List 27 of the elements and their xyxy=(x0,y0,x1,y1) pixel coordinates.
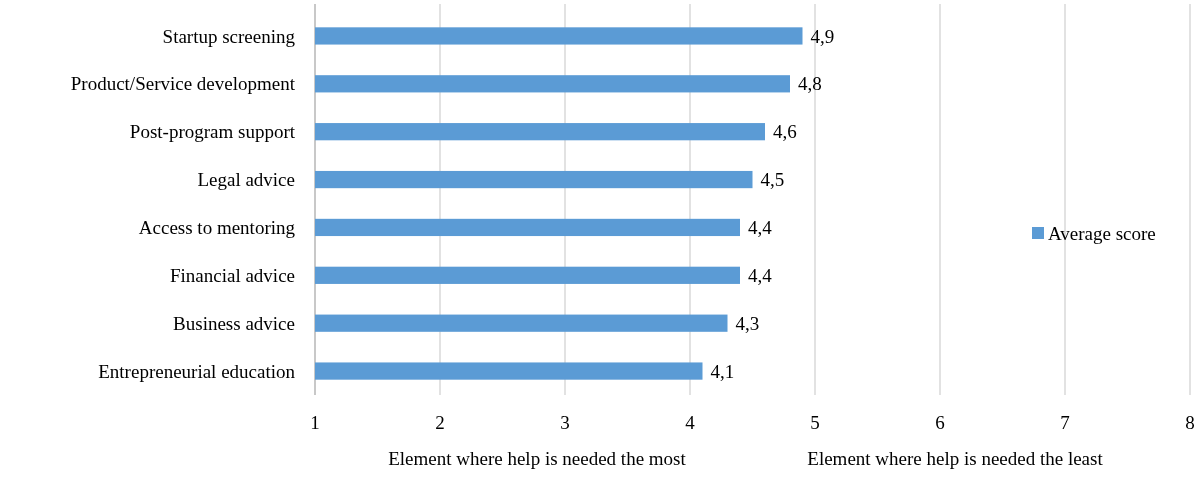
y-tick-label: Entrepreneurial education xyxy=(98,360,296,382)
text: Element where help is needed the least xyxy=(807,448,1104,469)
data-label: 4,5 xyxy=(760,169,785,191)
data-label: 4,3 xyxy=(735,312,760,334)
y-tick-label: Access to mentoring xyxy=(138,217,296,239)
x-tick-label: 7 xyxy=(1060,412,1070,433)
y-tick-label: Financial advice xyxy=(169,264,295,286)
text: Element where help is needed the most xyxy=(388,448,687,469)
data-label: 4,6 xyxy=(773,121,797,143)
y-tick-label: Business advice xyxy=(173,312,295,334)
x-tick-label: 6 xyxy=(935,412,945,433)
y-tick-label: Legal advice xyxy=(197,169,295,191)
data-label: 4,1 xyxy=(710,360,735,382)
x-tick-label: 1 xyxy=(310,412,320,433)
x-tick-label: 3 xyxy=(560,412,570,433)
x-tick-label: 8 xyxy=(1185,412,1195,433)
data-label: 4,8 xyxy=(798,73,822,95)
data-label: 4,4 xyxy=(748,217,773,239)
x-tick-label: 4 xyxy=(685,412,696,433)
data-label: 4,9 xyxy=(810,25,835,47)
x-tick-label: 2 xyxy=(435,412,445,433)
legend-label: Average score xyxy=(1048,222,1156,244)
x-tick-label: 5 xyxy=(810,412,820,433)
y-tick-label: Product/Service development xyxy=(70,73,296,95)
data-label: 4,4 xyxy=(748,264,773,286)
y-tick-label: Startup screening xyxy=(162,25,296,47)
y-tick-label: Post-program support xyxy=(129,121,296,143)
